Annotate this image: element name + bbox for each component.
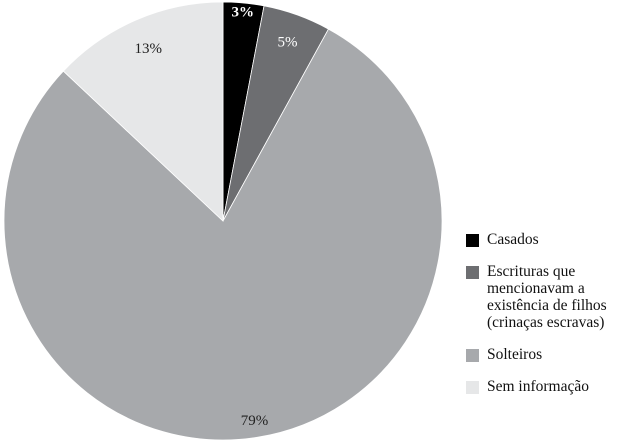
pie-slice-sem-informacao <box>62 1 224 222</box>
legend-label-solteiros: Solteiros <box>487 346 543 363</box>
legend-swatch-escrituras <box>466 266 479 279</box>
legend-label-casados: Casados <box>487 231 539 248</box>
legend-swatch-casados <box>466 234 479 247</box>
pie-slice-solteiros <box>3 28 443 441</box>
slice-label-solteiros: 79% <box>241 413 269 429</box>
legend-label-sem-informacao: Sem informação <box>487 378 590 395</box>
legend-item-solteiros: Solteiros <box>466 346 631 363</box>
slice-label-casados: 3% <box>232 5 255 21</box>
legend: Casados Escrituras que mencionavam a exi… <box>466 231 631 410</box>
legend-item-sem-informacao: Sem informação <box>466 378 631 395</box>
legend-item-escrituras: Escrituras que mencionavam a existência … <box>466 263 631 331</box>
legend-swatch-sem-informacao <box>466 381 479 394</box>
legend-swatch-solteiros <box>466 349 479 362</box>
legend-item-casados: Casados <box>466 231 631 248</box>
slice-label-sem-informacao: 13% <box>134 41 162 57</box>
legend-label-escrituras: Escrituras que mencionavam a existência … <box>487 263 607 331</box>
slice-label-escrituras: 5% <box>278 35 298 51</box>
